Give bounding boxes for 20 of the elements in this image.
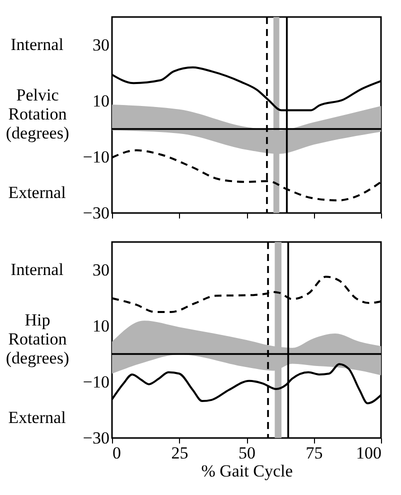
x-tick-label: 50 xyxy=(238,444,256,462)
x-tick-label: 0 xyxy=(112,444,121,462)
y-axis-title: Hip Rotation (degrees) xyxy=(6,310,70,368)
y-tick-label: 10 xyxy=(92,92,110,110)
text: External xyxy=(8,408,66,427)
text: Internal xyxy=(10,35,64,54)
y-tick-label: 10 xyxy=(92,316,110,336)
y-axis-title: Pelvic Rotation (degrees) xyxy=(6,86,70,142)
text: External xyxy=(8,183,66,202)
y-tick-label: −30 xyxy=(82,204,110,222)
y-tick-label: −10 xyxy=(82,148,110,166)
text: Internal xyxy=(10,260,64,279)
x-tick-label: 75 xyxy=(306,444,323,462)
y-tick-label: 30 xyxy=(92,260,110,280)
y-tick-label: −10 xyxy=(82,372,110,392)
x-axis-title: % Gait Cycle xyxy=(201,462,293,480)
y-tick-label: 30 xyxy=(92,36,110,54)
y-tick-label: −30 xyxy=(82,428,110,448)
x-tick-label: 25 xyxy=(171,444,188,462)
x-tick-label: 100 xyxy=(356,444,382,462)
